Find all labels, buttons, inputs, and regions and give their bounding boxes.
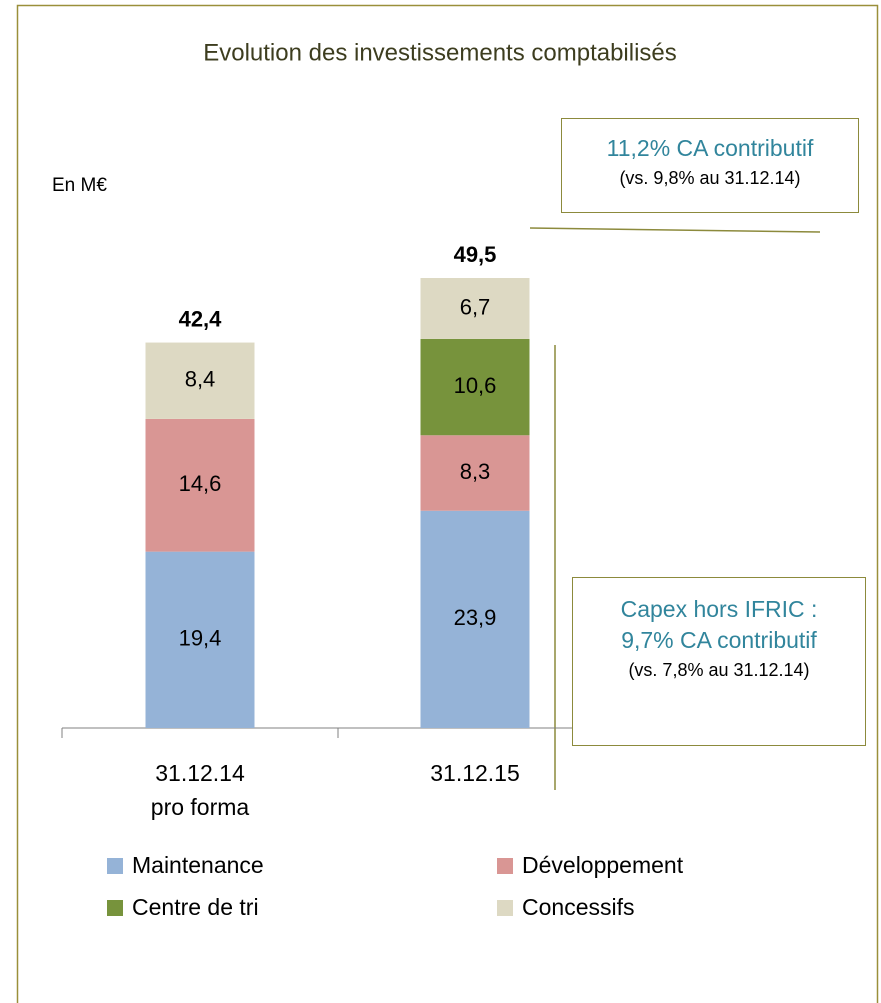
legend-swatch — [107, 900, 123, 916]
legend-swatch — [107, 858, 123, 874]
x-tick-label: 31.12.15 — [430, 760, 520, 786]
legend-swatch — [497, 900, 513, 916]
bar-segment — [145, 551, 255, 728]
value-label: 8,4 — [185, 367, 216, 392]
value-label: 23,9 — [454, 605, 497, 630]
chart-title: Evolution des investissements comptabili… — [203, 39, 677, 66]
value-label: 10,6 — [454, 373, 497, 398]
total-label: 49,5 — [454, 242, 497, 267]
value-label: 8,3 — [460, 459, 491, 484]
annotation: 9,7% CA contributif — [621, 627, 817, 653]
frame — [16, 4, 879, 1003]
bar-segment — [420, 278, 530, 339]
total-label: 42,4 — [179, 306, 223, 331]
bar-segment — [145, 342, 255, 419]
legend-label: Centre de tri — [132, 894, 259, 920]
value-label: 19,4 — [179, 626, 222, 651]
bar-segment — [420, 338, 530, 436]
annotation: 11,2% CA contributif — [606, 135, 814, 161]
bar-segment — [420, 435, 530, 511]
x-tick-label: 31.12.14 pro forma — [150, 760, 250, 820]
annotation: Capex hors IFRIC : — [620, 596, 818, 622]
annotation-box: Capex hors IFRIC : 9,7% CA contributif (… — [572, 577, 866, 746]
value-label: 14,6 — [179, 471, 222, 496]
value-label: 6,7 — [460, 294, 491, 319]
unit-label: En M€ — [52, 175, 107, 196]
legend-label: Maintenance — [132, 852, 264, 878]
bar-segment — [420, 510, 530, 728]
annotation: (vs. 7,8% au 31.12.14) — [628, 660, 810, 680]
bar-segment — [145, 418, 255, 552]
annotation-box: 11,2% CA contributif (vs. 9,8% au 31.12.… — [561, 118, 859, 213]
legend-label: Concessifs — [522, 894, 634, 920]
connector — [529, 227, 821, 233]
legend-swatch — [497, 858, 513, 874]
legend-label: Développement — [522, 852, 684, 878]
annotation: (vs. 9,8% au 31.12.14) — [619, 168, 801, 188]
